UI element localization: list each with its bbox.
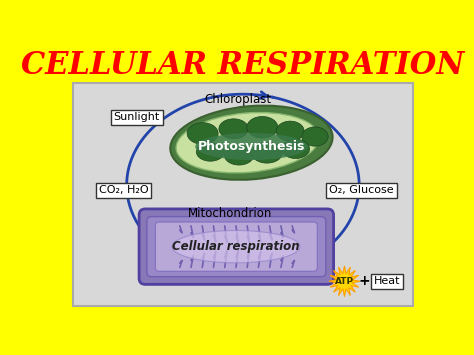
Ellipse shape bbox=[276, 121, 304, 141]
Text: Heat: Heat bbox=[374, 276, 401, 286]
Text: Chloroplast: Chloroplast bbox=[204, 93, 271, 106]
FancyBboxPatch shape bbox=[155, 222, 317, 271]
Ellipse shape bbox=[195, 133, 308, 160]
Ellipse shape bbox=[219, 119, 248, 139]
Text: Cellular respiration: Cellular respiration bbox=[172, 240, 300, 253]
Ellipse shape bbox=[251, 142, 283, 163]
FancyBboxPatch shape bbox=[139, 209, 334, 284]
Text: +: + bbox=[358, 274, 370, 288]
Text: ATP: ATP bbox=[335, 277, 354, 286]
Polygon shape bbox=[329, 266, 360, 297]
Text: CELLULAR RESPIRATION: CELLULAR RESPIRATION bbox=[21, 50, 465, 81]
Text: CO₂, H₂O: CO₂, H₂O bbox=[99, 185, 148, 196]
Ellipse shape bbox=[176, 113, 319, 173]
Ellipse shape bbox=[196, 143, 224, 161]
Ellipse shape bbox=[172, 230, 300, 263]
Text: Mitochondrion: Mitochondrion bbox=[188, 207, 272, 220]
Text: O₂, Glucose: O₂, Glucose bbox=[329, 185, 394, 196]
Text: Photosynthesis: Photosynthesis bbox=[198, 140, 305, 153]
Ellipse shape bbox=[282, 139, 310, 158]
Ellipse shape bbox=[247, 116, 278, 138]
Ellipse shape bbox=[187, 123, 218, 144]
FancyBboxPatch shape bbox=[73, 83, 413, 306]
Ellipse shape bbox=[224, 145, 254, 165]
Ellipse shape bbox=[170, 105, 333, 180]
Ellipse shape bbox=[302, 127, 328, 146]
FancyBboxPatch shape bbox=[147, 217, 326, 277]
Text: Sunlight: Sunlight bbox=[114, 112, 160, 122]
